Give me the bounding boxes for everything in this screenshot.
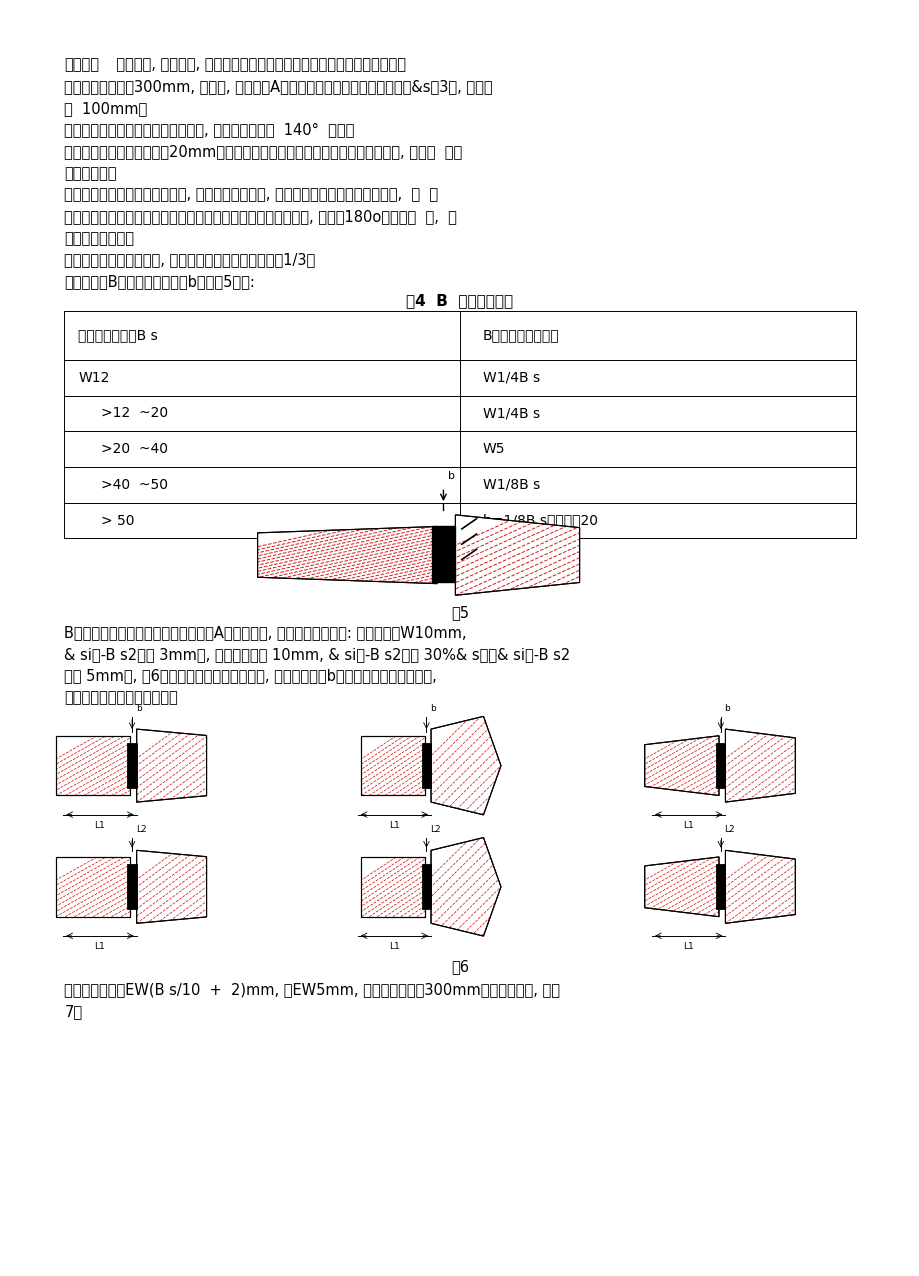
Text: 免形变应力集中。: 免形变应力集中。 [64, 231, 134, 246]
Bar [64, 396, 855, 431]
Text: 于  100mm。: 于 100mm。 [64, 101, 147, 116]
Text: W1/4B s: W1/4B s [482, 407, 539, 420]
Text: 相邻两筒节或筒节与封头组对时, 应根据测量的结果, 尽量使两对口处的周长相差最小,  然  后: 相邻两筒节或筒节与封头组对时, 应根据测量的结果, 尽量使两对口处的周长相差最小… [64, 188, 438, 203]
Bar [716, 864, 725, 910]
Bar [64, 311, 855, 360]
Text: L1: L1 [683, 820, 694, 829]
Text: 筒节组焊: 筒节组焊 [64, 57, 99, 73]
Bar [716, 743, 725, 789]
Text: W12: W12 [78, 371, 109, 384]
Text: 表4  B  类焊缝错边量: 表4 B 类焊缝错边量 [406, 293, 513, 309]
Text: 的间隙组对。: 的间隙组对。 [64, 166, 117, 181]
Text: 对口处名义厚度B s: 对口处名义厚度B s [78, 329, 158, 342]
Text: W5: W5 [482, 443, 505, 456]
Text: > 50: > 50 [101, 514, 134, 527]
Polygon shape [431, 716, 501, 815]
Text: B类焊接接头及园筒与球形封头相连的A类焊接接头, 当两筒的板厚不等: 当薄板厚度W10mm,: B类焊接接头及园筒与球形封头相连的A类焊接接头, 当两筒的板厚不等: 当薄板厚度… [64, 625, 467, 641]
Bar [64, 431, 855, 467]
Text: L1: L1 [389, 820, 400, 829]
Text: L1: L1 [95, 820, 106, 829]
Bar [128, 864, 137, 910]
Text: L2: L2 [136, 826, 146, 835]
Bar [64, 503, 855, 538]
Text: 筒节长度应不小于300mm, 组装时, 相邻筒节A类纵焊缝的距离应不小于名义厚度&s的3倍, 且不小: 筒节长度应不小于300mm, 组装时, 相邻筒节A类纵焊缝的距离应不小于名义厚度… [64, 79, 493, 94]
Text: b: b [448, 471, 455, 481]
Bar [64, 360, 855, 396]
Polygon shape [56, 857, 130, 916]
Polygon shape [431, 837, 501, 937]
Text: L2: L2 [430, 826, 440, 835]
Text: 采取长轴对短轴、短轴对长轴的组对方法。点焊时避免顺序点焊, 应相隔180o的顺序点  焊,  避: 采取长轴对短轴、短轴对长轴的组对方法。点焊时避免顺序点焊, 应相隔180o的顺序… [64, 209, 457, 225]
Polygon shape [56, 736, 130, 795]
Text: b=1/8B s且不大于20: b=1/8B s且不大于20 [482, 514, 597, 527]
Text: W1/4B s: W1/4B s [482, 371, 539, 384]
Text: >20  ~40: >20 ~40 [101, 443, 168, 456]
Text: b: b [430, 704, 436, 713]
Polygon shape [725, 729, 795, 803]
Polygon shape [361, 736, 425, 795]
Text: 7。: 7。 [64, 1004, 83, 1020]
Text: 清除坡口及坡口边缘不小于20mm范围内的氧化物、油物、溶渣及其他有害物质后, 按图纸  要求: 清除坡口及坡口边缘不小于20mm范围内的氧化物、油物、溶渣及其他有害物质后, 按… [64, 144, 462, 160]
Polygon shape [137, 729, 207, 803]
Text: W1/8B s: W1/8B s [482, 478, 539, 491]
Polygon shape [644, 857, 719, 916]
Bar [432, 527, 455, 582]
Text: 测量轴向棱角度EW(B s/10  +  2)mm, 且EW5mm, 测量时用不小于300mm的检查尺检查, 见图: 测量轴向棱角度EW(B s/10 + 2)mm, 且EW5mm, 测量时用不小于… [64, 983, 560, 998]
Text: >12  ~20: >12 ~20 [101, 407, 168, 420]
Text: L1: L1 [95, 942, 106, 951]
Text: b: b [136, 704, 142, 713]
Text: >40  ~50: >40 ~50 [101, 478, 168, 491]
Text: L2: L2 [724, 826, 734, 835]
Text: L1: L1 [683, 942, 694, 951]
Text: & si厚-B s2薄＞ 3mm时, 若薄板厚度） 10mm, & si厚-B s2薄＞ 30%& s薄或& si厚-B s2: & si厚-B s2薄＞ 3mm时, 若薄板厚度） 10mm, & si厚-B … [64, 647, 570, 662]
Text: 图6: 图6 [450, 960, 469, 975]
Text: B类焊缝对口错边量: B类焊缝对口错边量 [482, 329, 559, 342]
Text: 组对后测量对口处错边量, 其值不得大于错边量规定值的1/3。: 组对后测量对口处错边量, 其值不得大于错边量规定值的1/3。 [64, 253, 315, 268]
Bar [422, 864, 431, 910]
Bar [128, 743, 137, 789]
Bar [422, 743, 431, 789]
Polygon shape [137, 850, 207, 924]
Polygon shape [361, 857, 425, 916]
Text: 按排版图, 核对筒节, 并检查环焊缝坡口型式、尺寸是否与图纸工艺相符。: 按排版图, 核对筒节, 并检查环焊缝坡口型式、尺寸是否与图纸工艺相符。 [107, 57, 405, 73]
Polygon shape [257, 527, 437, 583]
Polygon shape [725, 850, 795, 924]
Bar [64, 467, 855, 503]
Polygon shape [455, 514, 579, 595]
Text: L1: L1 [389, 942, 400, 951]
Polygon shape [644, 736, 719, 795]
Text: b: b [724, 704, 730, 713]
Text: 薄） 5mm时, 图6的要求单面或双面削薄板边, 其对口错边量b以较薄板厚度为基准确定,: 薄） 5mm时, 图6的要求单面或双面削薄板边, 其对口错边量b以较薄板厚度为基… [64, 669, 437, 684]
Text: 卧式容器纵焊缝应尽量位于支座之外, 即位于支座包角  140°  之外。: 卧式容器纵焊缝应尽量位于支座之外, 即位于支座包角 140° 之外。 [64, 122, 355, 138]
Text: 测量时不计入两板厚度差值。: 测量时不计入两板厚度差值。 [64, 690, 178, 706]
Text: 图5: 图5 [450, 605, 469, 620]
Text: 组焊后测量B类焊缝对口错边量b符合表5规定:: 组焊后测量B类焊缝对口错边量b符合表5规定: [64, 274, 255, 290]
